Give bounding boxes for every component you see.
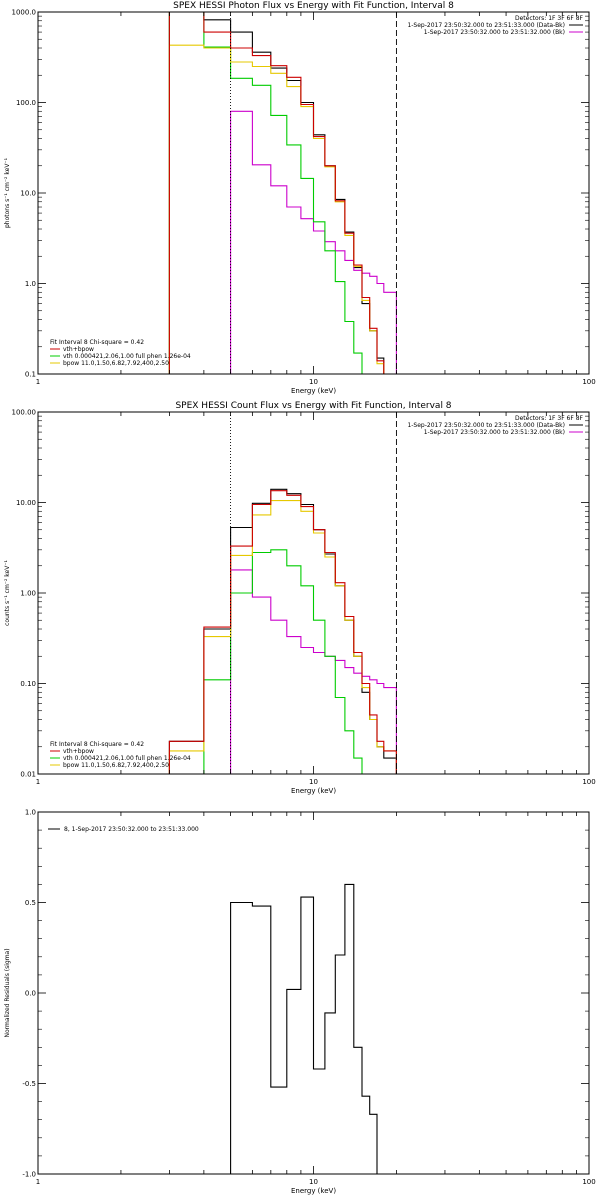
fit-legend-header: Fit Interval 8 Chi-square = 0.42 — [50, 741, 144, 748]
x-tick-label: 100 — [582, 378, 595, 386]
series-line-observed — [168, 11, 408, 375]
y-tick-label: 10.00 — [16, 499, 36, 507]
y-tick-label: 1.0 — [25, 809, 36, 817]
data-interval-text: 1-Sep-2017 23:50:32.000 to 23:51:33.000 … — [407, 22, 565, 29]
y-axis-label: photons s⁻¹ cm⁻² keV⁻¹ — [4, 157, 11, 228]
bk-interval-text: 1-Sep-2017 23:50:32.000 to 23:51:32.000 … — [424, 29, 565, 36]
x-tick-label: 10 — [309, 1178, 318, 1186]
y-tick-label: 0.01 — [20, 771, 36, 779]
fit-legend-total: vth+bpow — [63, 346, 94, 353]
series-line-background — [230, 110, 397, 374]
series-line-total — [168, 11, 408, 375]
fit-legend-total: vth+bpow — [63, 748, 94, 755]
x-axis-label: Energy (keV) — [291, 387, 336, 395]
chart-title: SPEX HESSI Count Flux vs Energy with Fit… — [175, 401, 451, 411]
x-tick-label: 1 — [36, 778, 40, 786]
data-interval-text: 1-Sep-2017 23:50:32.000 to 23:51:33.000 … — [407, 422, 565, 429]
x-tick-label: 1 — [36, 378, 40, 386]
series-line-vth — [169, 549, 408, 775]
y-tick-label: 0.5 — [25, 899, 36, 907]
series-line-bpow — [168, 500, 408, 775]
series-line-vth — [168, 11, 408, 375]
series-line-total — [168, 490, 408, 775]
y-axis-label: Normalized Residuals (sigma) — [4, 948, 11, 1037]
x-axis-label: Energy (keV) — [291, 1187, 336, 1195]
y-tick-label: -0.5 — [22, 1080, 36, 1088]
y-tick-label: 100.00 — [12, 409, 37, 417]
fit-legend-vth: vth 0.000421,2.06,1.00 full phen 1.26e-0… — [63, 755, 191, 762]
y-tick-label: 1000.0 — [12, 9, 37, 17]
fit-legend-bpow: bpow 11.0,1.50,6.82,7.92,400,2.50 — [63, 762, 169, 769]
fit-legend-vth: vth 0.000421,2.06,1.00 full phen 1.26e-0… — [63, 353, 191, 360]
residual-line — [230, 883, 397, 1175]
y-axis-label: counts s⁻¹ cm⁻² keV⁻¹ — [4, 560, 11, 626]
x-tick-label: 10 — [309, 778, 318, 786]
bk-interval-text: 1-Sep-2017 23:50:32.000 to 23:51:32.000 … — [424, 429, 565, 436]
x-tick-label: 1 — [36, 1178, 40, 1186]
series-line-observed — [168, 488, 408, 775]
y-tick-label: 10.0 — [20, 190, 36, 198]
y-tick-label: 100.0 — [16, 99, 36, 107]
detectors-text: Detectors: 1F 3F 6F 8F — [515, 415, 584, 422]
x-axis-label: Energy (keV) — [291, 787, 336, 795]
fit-legend-bpow: bpow 11.0,1.50,6.82,7.92,400,2.50 — [63, 360, 169, 367]
x-tick-label: 100 — [582, 778, 595, 786]
x-tick-label: 100 — [582, 1178, 595, 1186]
y-tick-label: -1.0 — [22, 1171, 36, 1179]
detectors-text: Detectors: 1F 3F 6F 8F — [515, 15, 584, 22]
y-tick-label: 1.00 — [20, 590, 36, 598]
y-tick-label: 0.0 — [25, 990, 36, 998]
y-tick-label: 1.0 — [25, 280, 36, 288]
fit-legend-header: Fit Interval 8 Chi-square = 0.42 — [50, 339, 144, 346]
y-tick-label: 0.10 — [20, 680, 36, 688]
series-line-bpow — [168, 44, 408, 375]
chart-title: SPEX HESSI Photon Flux vs Energy with Fi… — [173, 1, 454, 11]
residual-legend-text: 8, 1-Sep-2017 23:50:32.000 to 23:51:33.0… — [64, 826, 199, 833]
x-tick-label: 10 — [309, 378, 318, 386]
y-tick-label: 0.1 — [25, 371, 36, 379]
